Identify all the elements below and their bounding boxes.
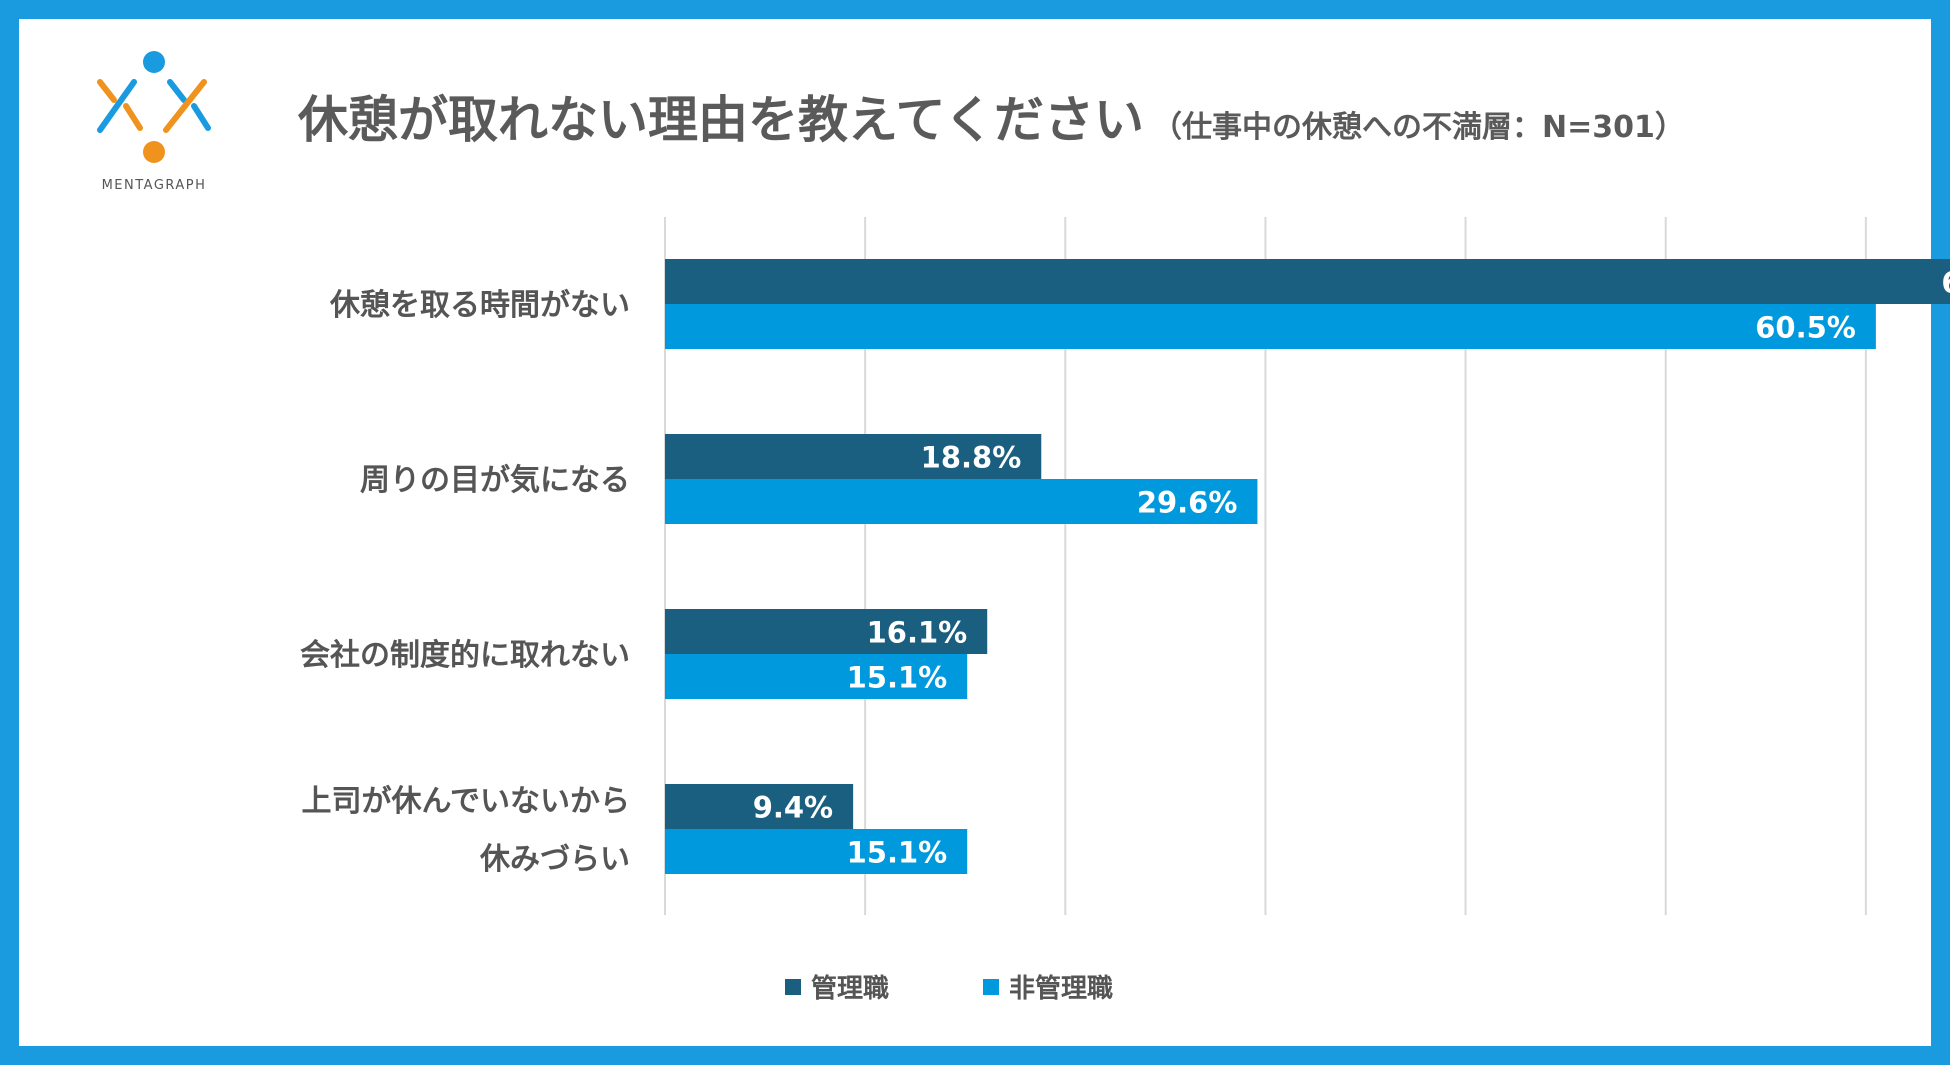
bar-non-manager: [665, 479, 1258, 524]
legend-swatch: [983, 979, 999, 995]
title-main: 休憩が取れない理由を教えてください: [298, 91, 1144, 149]
category-label: 休みづらい: [479, 842, 630, 877]
category-label: 周りの目が気になる: [360, 463, 630, 498]
data-label: 16.1%: [867, 616, 968, 650]
title-subtitle: （仕事中の休憩への不満層：N=301）: [1152, 110, 1685, 145]
legend-label: 管理職: [811, 974, 889, 1004]
bar-manager: [665, 609, 988, 654]
bar-non-manager: [665, 829, 968, 874]
bar-manager: [665, 784, 854, 829]
data-label: 60.5%: [1755, 311, 1856, 345]
category-label: 上司が休んでいないから: [302, 784, 631, 819]
category-label: 会社の制度的に取れない: [300, 638, 630, 673]
data-label: 18.8%: [921, 441, 1022, 475]
chart-title: 休憩が取れない理由を教えてください （仕事中の休憩への不満層：N=301）: [298, 80, 1685, 152]
logo-text: MENTAGRAPH: [101, 178, 207, 193]
bar-non-manager: [665, 654, 968, 699]
category-label: 休憩を取る時間がない: [329, 288, 630, 323]
data-label: 9.4%: [753, 791, 833, 825]
data-label: 29.6%: [1137, 486, 1238, 520]
mentagraph-logo-icon: [97, 51, 211, 163]
legend-label: 非管理職: [1009, 974, 1113, 1004]
bar-manager: [665, 434, 1042, 479]
data-label: 15.1%: [847, 836, 948, 870]
data-label: 69.8%: [1941, 266, 1950, 300]
data-label: 15.1%: [847, 661, 948, 695]
bar-non-manager: [665, 304, 1876, 349]
legend-swatch: [785, 979, 801, 995]
mentagraph-logo: MENTAGRAPH: [92, 48, 216, 198]
bar-manager: [665, 259, 1950, 304]
